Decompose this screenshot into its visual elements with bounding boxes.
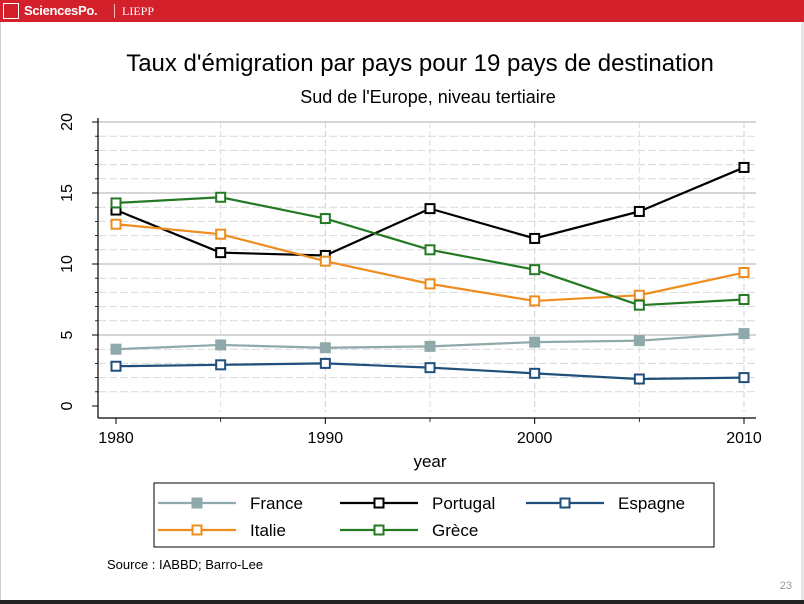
data-point-portugal: [738, 161, 750, 173]
sciencespo-logo-icon: [3, 3, 19, 19]
series-espagne: [110, 357, 750, 385]
unit-name: LIEPP: [122, 4, 155, 18]
data-point-france: [110, 343, 122, 355]
slide-border-right: [801, 22, 804, 602]
legend-label: Italie: [250, 521, 286, 540]
series-italie: [110, 218, 750, 307]
data-point-portugal: [633, 205, 645, 217]
data-point-espagne: [424, 362, 436, 374]
legend-item-espagne: Espagne: [526, 494, 685, 513]
legend-item-italie: Italie: [158, 521, 286, 540]
data-point-grece: [424, 244, 436, 256]
data-point-france: [319, 342, 331, 354]
data-point-italie: [529, 295, 541, 307]
legend-box: [153, 482, 715, 548]
series-grece: [110, 191, 750, 311]
data-point-grece: [529, 264, 541, 276]
data-point-espagne: [215, 359, 227, 371]
legend-label: France: [250, 494, 303, 513]
data-point-france: [633, 335, 645, 347]
top-banner: SciencesPo. LIEPP: [0, 0, 804, 22]
slide-bottom-border: [0, 600, 804, 604]
chart-title: Taux d'émigration par pays pour 19 pays …: [126, 50, 714, 77]
legend-item-portugal: Portugal: [340, 494, 495, 513]
legend-label: Portugal: [432, 494, 495, 513]
x-axis-label: year: [413, 452, 446, 471]
series-france: [110, 328, 750, 355]
data-point-grece: [110, 197, 122, 209]
y-tick-label: 5: [59, 330, 76, 339]
x-tick-label: 2000: [517, 430, 553, 447]
data-point-grece: [215, 191, 227, 203]
data-point-italie: [738, 267, 750, 279]
legend-swatch-marker: [559, 497, 571, 509]
legend-label: Espagne: [618, 494, 685, 513]
data-point-france: [424, 340, 436, 352]
data-point-espagne: [319, 357, 331, 369]
data-point-italie: [633, 289, 645, 301]
series-portugal: [110, 161, 750, 261]
y-tick-label: 20: [59, 113, 76, 131]
data-point-espagne: [633, 373, 645, 385]
brand-name: SciencesPo.: [24, 3, 98, 18]
legend-item-france: France: [158, 494, 303, 513]
source-note: Source : IABBD; Barro-Lee: [107, 557, 264, 572]
data-point-espagne: [529, 367, 541, 379]
x-tick-label: 2010: [726, 430, 762, 447]
chart-subtitle: Sud de l'Europe, niveau tertiaire: [300, 87, 556, 107]
data-point-italie: [110, 218, 122, 230]
data-point-espagne: [738, 372, 750, 384]
legend-label: Grèce: [432, 521, 478, 540]
data-point-grece: [633, 299, 645, 311]
y-tick-label: 15: [59, 184, 76, 202]
slide-border-left: [0, 22, 1, 602]
banner-divider: [114, 4, 115, 18]
legend: France Portugal Espagne Italie Grèce: [158, 494, 685, 540]
data-point-italie: [424, 278, 436, 290]
data-point-grece: [738, 294, 750, 305]
legend-swatch-marker: [191, 524, 203, 536]
y-tick-label: 0: [59, 401, 76, 410]
data-point-grece: [319, 213, 331, 225]
x-tick-label: 1980: [98, 430, 134, 447]
data-point-italie: [215, 228, 227, 240]
emigration-line-chart: Taux d'émigration par pays pour 19 pays …: [59, 50, 762, 548]
y-tick-label: 10: [59, 255, 76, 273]
data-point-espagne: [110, 360, 122, 372]
data-point-portugal: [529, 232, 541, 244]
data-point-france: [529, 336, 541, 348]
legend-swatch-marker: [373, 524, 385, 536]
page-number: 23: [779, 580, 792, 592]
data-point-france: [215, 339, 227, 351]
legend-item-grece: Grèce: [340, 521, 478, 540]
data-point-italie: [319, 255, 331, 267]
axes: 0 5 10 15 20 1980 1990 2000 2010: [59, 113, 762, 447]
x-tick-label: 1990: [308, 430, 344, 447]
data-point-portugal: [424, 203, 436, 215]
data-point-portugal: [215, 247, 227, 259]
series-lines: [110, 161, 750, 385]
grid-lines: [98, 121, 756, 412]
data-point-france: [738, 328, 750, 340]
legend-swatch-marker: [373, 497, 385, 509]
legend-swatch-marker: [191, 497, 203, 509]
